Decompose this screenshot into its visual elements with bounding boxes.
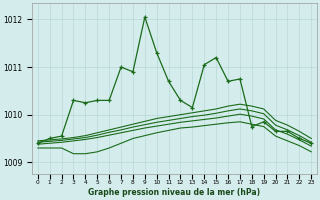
X-axis label: Graphe pression niveau de la mer (hPa): Graphe pression niveau de la mer (hPa) bbox=[89, 188, 260, 197]
